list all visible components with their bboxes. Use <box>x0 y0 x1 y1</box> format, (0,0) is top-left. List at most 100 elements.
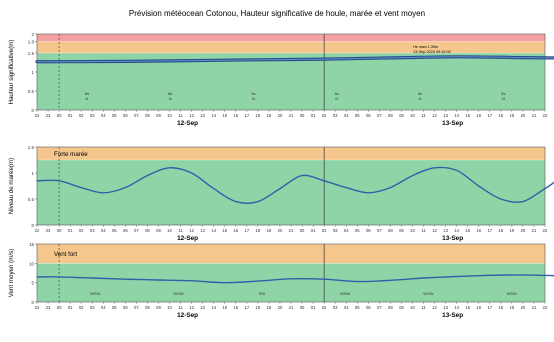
threshold-band-orange <box>37 41 545 53</box>
x-tick-label: 09 <box>399 305 404 310</box>
series-line <box>36 166 554 204</box>
segment-label: N <box>502 96 505 101</box>
x-tick-label: 06 <box>366 305 371 310</box>
y-axis-label: Hauteur significative(m) <box>8 40 15 105</box>
x-tick-label: 00 <box>57 228 62 233</box>
segment-label: 8s <box>85 91 89 96</box>
x-tick-label: 02 <box>79 113 84 118</box>
x-tick-label: 19 <box>267 228 272 233</box>
x-tick-label: 17 <box>487 305 492 310</box>
x-tick-label: 08 <box>388 228 393 233</box>
x-tick-label: 23 <box>46 305 51 310</box>
x-tick-label: 01 <box>311 113 316 118</box>
max-annotation: Hs maxi 1.39m <box>413 45 438 49</box>
x-tick-label: 03 <box>333 113 338 118</box>
x-tick-label: 04 <box>101 113 106 118</box>
x-tick-label: 20 <box>278 305 283 310</box>
x-tick-label: 14 <box>454 305 459 310</box>
x-tick-label: 17 <box>244 305 249 310</box>
x-tick-label: 22 <box>543 305 548 310</box>
x-tick-label: 20 <box>521 305 526 310</box>
x-tick-label: 11 <box>421 228 426 233</box>
segment-label: N <box>419 96 422 101</box>
threshold-band-label: Vent fort <box>54 251 77 258</box>
threshold-band-red <box>37 34 545 42</box>
x-tick-label: 16 <box>233 305 238 310</box>
x-tick-label: 09 <box>156 228 161 233</box>
x-tick-label: 18 <box>256 113 261 118</box>
x-tick-label: 13 <box>200 305 205 310</box>
x-tick-label: 10 <box>410 113 415 118</box>
x-tick-label: 17 <box>487 113 492 118</box>
x-tick-label: 03 <box>333 228 338 233</box>
segment-label: 8s <box>168 91 172 96</box>
series-line <box>36 274 554 284</box>
x-tick-label: 16 <box>476 305 481 310</box>
x-tick-label: 21 <box>289 228 294 233</box>
x-tick-label: 07 <box>134 113 139 118</box>
x-tick-label: 19 <box>267 305 272 310</box>
x-tick-label: 00 <box>300 305 305 310</box>
x-tick-label: 13 <box>443 305 448 310</box>
x-tick-label: 20 <box>278 228 283 233</box>
x-tick-label: 10 <box>410 228 415 233</box>
x-tick-label: 18 <box>498 228 503 233</box>
y-tick-label: 0.5 <box>28 197 35 202</box>
x-tick-label: 11 <box>178 113 183 118</box>
x-tick-label: 05 <box>355 305 360 310</box>
segment-label: N <box>335 96 338 101</box>
x-tick-label: 21 <box>532 228 537 233</box>
segment-label: WSW <box>507 291 517 296</box>
x-tick-label: 08 <box>145 228 150 233</box>
x-tick-label: 22 <box>35 228 40 233</box>
x-tick-label: 18 <box>498 113 503 118</box>
x-tick-label: 09 <box>156 113 161 118</box>
x-tick-label: 06 <box>123 228 128 233</box>
x-tick-label: 17 <box>244 113 249 118</box>
x-tick-label: 05 <box>112 305 117 310</box>
threshold-band-green <box>37 160 545 225</box>
segment-label: 8s <box>251 91 255 96</box>
y-tick-label: 5 <box>31 281 34 286</box>
segment-label: WSW <box>423 291 433 296</box>
x-tick-label: 01 <box>311 228 316 233</box>
x-tick-label: 09 <box>399 113 404 118</box>
x-tick-label: 15 <box>465 113 470 118</box>
x-tick-label: 06 <box>123 113 128 118</box>
segment-label: SW <box>259 291 266 296</box>
x-tick-label: 09 <box>156 305 161 310</box>
x-tick-label: 14 <box>454 228 459 233</box>
x-tick-label: 21 <box>289 113 294 118</box>
threshold-band-label: Forte marée <box>54 151 88 158</box>
x-tick-label: 09 <box>399 228 404 233</box>
y-tick-label: 0 <box>31 108 34 113</box>
x-tick-label: 13 <box>443 113 448 118</box>
x-tick-label: 12 <box>189 305 194 310</box>
x-tick-label: 04 <box>344 228 349 233</box>
x-tick-label: 12 <box>432 113 437 118</box>
x-tick-label: 10 <box>410 305 415 310</box>
y-tick-label: 1 <box>31 171 34 176</box>
segment-label: 8s <box>335 91 339 96</box>
x-tick-label: 21 <box>532 305 537 310</box>
segment-label: N <box>169 96 172 101</box>
x-tick-label: 19 <box>510 228 515 233</box>
y-axis-label: Vent moyen (m/s) <box>8 249 15 297</box>
x-tick-label: 00 <box>57 113 62 118</box>
x-tick-label: 02 <box>322 305 327 310</box>
y-tick-label: 2 <box>31 32 34 37</box>
x-tick-label: 20 <box>521 228 526 233</box>
date-label: 12-Sep <box>177 235 198 242</box>
x-tick-label: 11 <box>421 113 426 118</box>
x-tick-label: 15 <box>465 228 470 233</box>
y-tick-label: 0 <box>31 300 34 305</box>
y-tick-label: 15 <box>29 242 35 247</box>
chart-panel-2: 0 0.5 1 1.5 Niveau de marée(m) 22 23 00 01 02 03 04… <box>8 145 554 242</box>
y-tick-label: 10 <box>29 261 35 266</box>
chart-panels: 0 0.5 1 1.5 1.8 2 Hauteur significative(m) 22 23… <box>8 32 554 319</box>
segment-label: 8s <box>501 91 505 96</box>
x-tick-label: 04 <box>101 305 106 310</box>
y-tick-label: 1.8 <box>28 40 35 45</box>
figure-title: Prévision météocean Cotonou, Hauteur sig… <box>129 9 425 18</box>
x-tick-label: 10 <box>167 113 172 118</box>
